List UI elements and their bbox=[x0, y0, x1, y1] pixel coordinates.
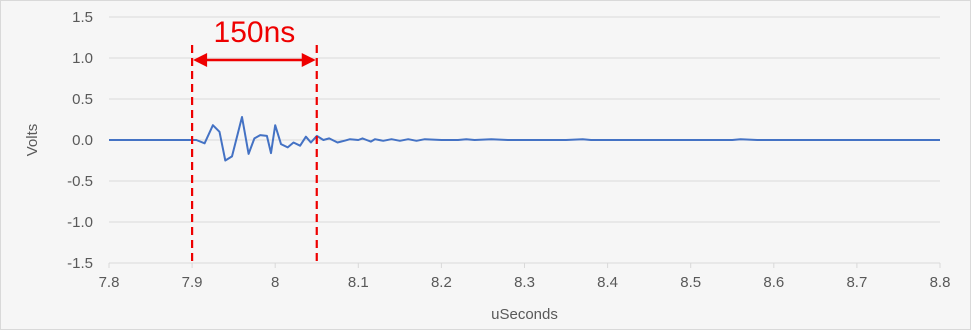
x-tick-label: 8.6 bbox=[763, 274, 784, 291]
y-axis-title: Volts bbox=[24, 124, 41, 157]
interval-arrowhead-right bbox=[301, 53, 316, 67]
y-tick-label: 0.0 bbox=[72, 132, 93, 149]
y-tick-label: -1.5 bbox=[67, 255, 93, 272]
gridlines bbox=[109, 16, 940, 264]
interval-label: 150ns bbox=[214, 16, 296, 49]
x-axis-title: uSeconds bbox=[491, 306, 558, 323]
x-axis-ticks bbox=[108, 263, 941, 268]
interval-annotation: 150ns bbox=[191, 16, 318, 263]
y-tick-label: 1.5 bbox=[72, 9, 93, 26]
x-tick-label: 8.7 bbox=[846, 274, 867, 291]
x-tick-label: 7.9 bbox=[182, 274, 203, 291]
x-tick-label: 8.4 bbox=[597, 274, 618, 291]
series-line bbox=[109, 116, 940, 162]
series-group bbox=[109, 116, 940, 162]
x-tick-label: 8.8 bbox=[930, 274, 951, 291]
x-tick-label: 8.5 bbox=[680, 274, 701, 291]
x-tick-label: 8.1 bbox=[348, 274, 369, 291]
x-tick-label: 7.8 bbox=[99, 274, 120, 291]
y-tick-label: -0.5 bbox=[67, 173, 93, 190]
x-axis-tick-labels: 7.8 7.9 8 8.1 8.2 8.3 8.4 8.5 8.6 8.7 8.8 bbox=[99, 274, 951, 291]
x-tick-label: 8.2 bbox=[431, 274, 452, 291]
y-tick-label: -1.0 bbox=[67, 214, 93, 231]
y-tick-label: 1.0 bbox=[72, 50, 93, 67]
x-tick-label: 8.3 bbox=[514, 274, 535, 291]
interval-arrowhead-left bbox=[193, 53, 208, 67]
y-axis-tick-labels: 1.5 1.0 0.5 0.0 -0.5 -1.0 -1.5 bbox=[67, 9, 93, 272]
y-tick-label: 0.5 bbox=[72, 91, 93, 108]
x-tick-label: 8 bbox=[271, 274, 279, 291]
